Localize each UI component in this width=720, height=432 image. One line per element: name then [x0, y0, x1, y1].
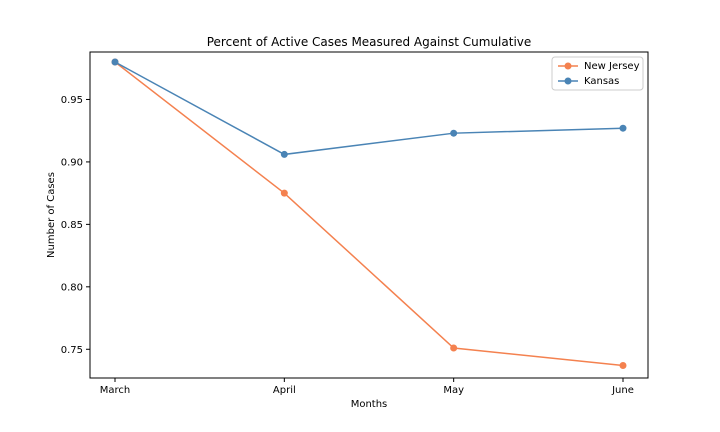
- x-tick-label: June: [611, 385, 634, 396]
- data-point-new-jersey: [280, 189, 288, 197]
- series-layer: [111, 58, 627, 370]
- data-point-new-jersey: [450, 344, 458, 352]
- series-line-new-jersey: [114, 61, 624, 367]
- y-tick-label: 0.90: [61, 157, 83, 168]
- legend-marker-kansas: [564, 77, 572, 85]
- y-tick-label: 0.80: [61, 282, 83, 293]
- series-line-kansas: [114, 61, 624, 156]
- data-point-kansas: [619, 124, 627, 132]
- y-tick-label: 0.95: [61, 95, 83, 106]
- plot-area: [89, 51, 649, 379]
- series-new-jersey: [111, 58, 627, 370]
- data-point-kansas: [450, 129, 458, 137]
- x-tick-label: March: [100, 385, 130, 396]
- data-point-new-jersey: [619, 362, 627, 370]
- legend-label-new-jersey: New Jersey: [584, 61, 640, 72]
- legend: New Jersey Kansas: [551, 56, 644, 91]
- legend-label-kansas: Kansas: [584, 76, 619, 87]
- x-tick-label: May: [443, 385, 464, 396]
- x-axis: March April May June: [100, 378, 634, 396]
- y-tick-label: 0.85: [61, 220, 83, 231]
- y-tick-label: 0.75: [61, 345, 83, 356]
- data-point-kansas: [111, 58, 119, 66]
- chart-title: Percent of Active Cases Measured Against…: [207, 35, 532, 49]
- x-axis-label: Months: [351, 399, 388, 410]
- data-point-kansas: [280, 150, 288, 158]
- series-kansas: [111, 58, 627, 158]
- x-tick-label: April: [273, 385, 296, 396]
- legend-marker-new-jersey: [564, 62, 572, 70]
- y-axis-label: Number of Cases: [46, 172, 57, 258]
- y-axis: 0.75 0.80 0.85 0.90 0.95: [61, 95, 90, 356]
